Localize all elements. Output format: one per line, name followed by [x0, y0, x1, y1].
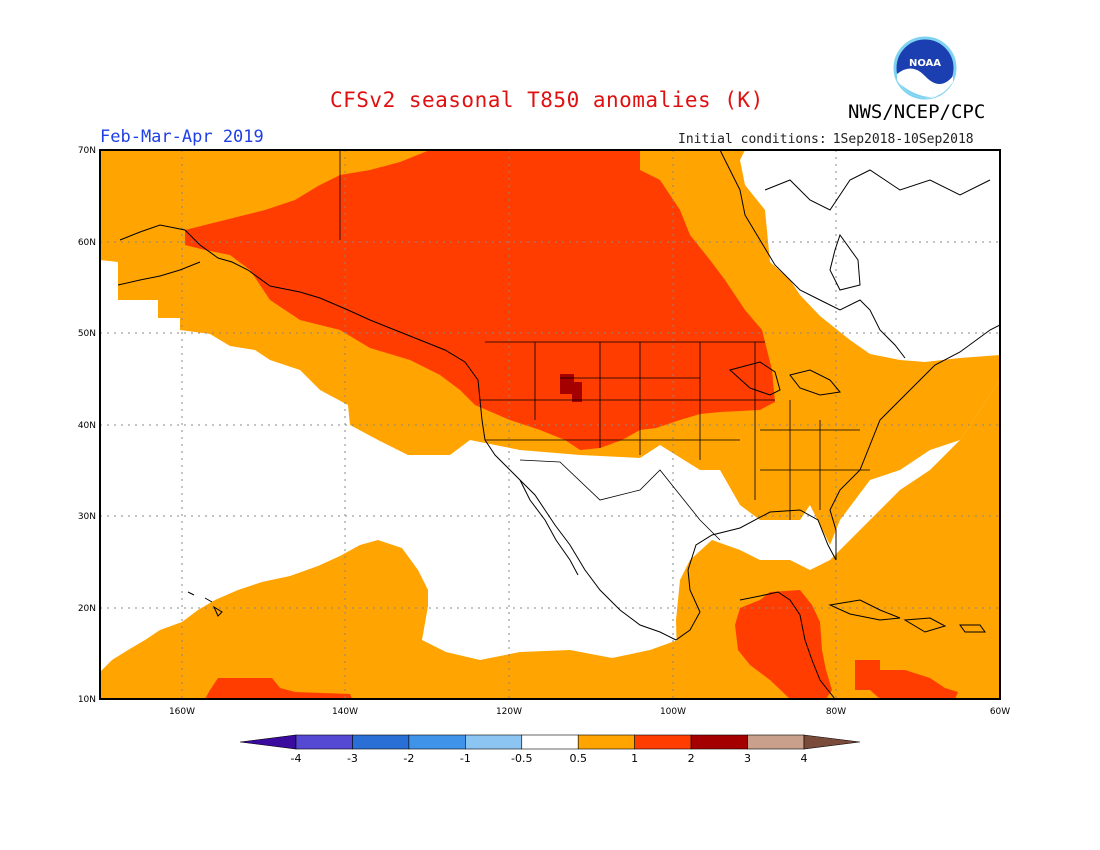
lon-axis: 160W 140W 120W 100W 80W 60W [169, 707, 1010, 717]
colorbar-label: -0.5 [511, 752, 532, 765]
agency-label: NWS/NCEP/CPC [848, 101, 986, 123]
colorbar-label: -4 [291, 752, 302, 765]
colorbar-swatch [352, 734, 410, 750]
colorbar-swatch [465, 734, 523, 750]
lon-label-60w: 60W [990, 707, 1010, 717]
lat-label-50n: 50N [78, 329, 96, 339]
initial-conditions-label: Initial conditions: [678, 132, 827, 147]
colorbar-label: 3 [744, 752, 751, 765]
colorbar-arrow-low [239, 734, 297, 750]
lat-label-10n: 10N [78, 695, 96, 705]
colorbar-swatch [295, 734, 353, 750]
lon-label-160w: 160W [169, 707, 195, 717]
lon-label-120w: 120W [496, 707, 522, 717]
anomaly-region-red-caribbean [855, 660, 958, 699]
map-title: CFSv2 seasonal T850 anomalies (K) [330, 88, 764, 112]
lat-axis: 70N 60N 50N 40N 30N 20N 10N [78, 146, 96, 705]
colorbar-label: 1 [631, 752, 638, 765]
lat-label-30n: 30N [78, 512, 96, 522]
map-frame [99, 149, 1001, 700]
colorbar-label: -3 [347, 752, 358, 765]
anomaly-field [100, 150, 1000, 699]
lon-label-140w: 140W [332, 707, 358, 717]
lat-label-60n: 60N [78, 238, 96, 248]
anomaly-region-red-central-america [735, 590, 832, 699]
anomaly-region-dark-red [560, 374, 582, 402]
political-boundaries [339, 150, 870, 541]
colorbar-label: -2 [403, 752, 414, 765]
season-label: Feb-Mar-Apr 2019 [100, 127, 264, 147]
noaa-logo: NOAA [893, 36, 957, 100]
anomaly-region-red-pacific [205, 678, 352, 699]
lon-label-80w: 80W [826, 707, 846, 717]
colorbar-swatch [690, 734, 748, 750]
graticule [100, 150, 1000, 699]
lat-label-70n: 70N [78, 146, 96, 156]
colorbar-label: 2 [688, 752, 695, 765]
colorbar: -4 -3 -2 -1 -0.5 0.5 1 2 3 4 [239, 734, 861, 765]
noaa-logo-text: NOAA [909, 58, 941, 69]
anomaly-region-red-north [185, 150, 775, 450]
colorbar-swatch [577, 734, 635, 750]
initial-conditions: Initial conditions: 1Sep2018-10Sep2018 [678, 132, 974, 147]
initial-conditions-range: 1Sep2018-10Sep2018 [832, 132, 974, 147]
coastlines [117, 150, 1000, 699]
colorbar-label: 0.5 [569, 752, 587, 765]
colorbar-swatch [408, 734, 466, 750]
colorbar-label: 4 [801, 752, 808, 765]
anomaly-region-orange-south [100, 540, 680, 699]
colorbar-swatch [747, 734, 805, 750]
colorbar-swatch [521, 734, 579, 750]
lon-label-100w: 100W [660, 707, 686, 717]
lat-label-20n: 20N [78, 604, 96, 614]
colorbar-label: -1 [460, 752, 471, 765]
colorbar-arrow-high [803, 734, 861, 750]
lat-label-40n: 40N [78, 421, 96, 431]
colorbar-swatch [634, 734, 692, 750]
